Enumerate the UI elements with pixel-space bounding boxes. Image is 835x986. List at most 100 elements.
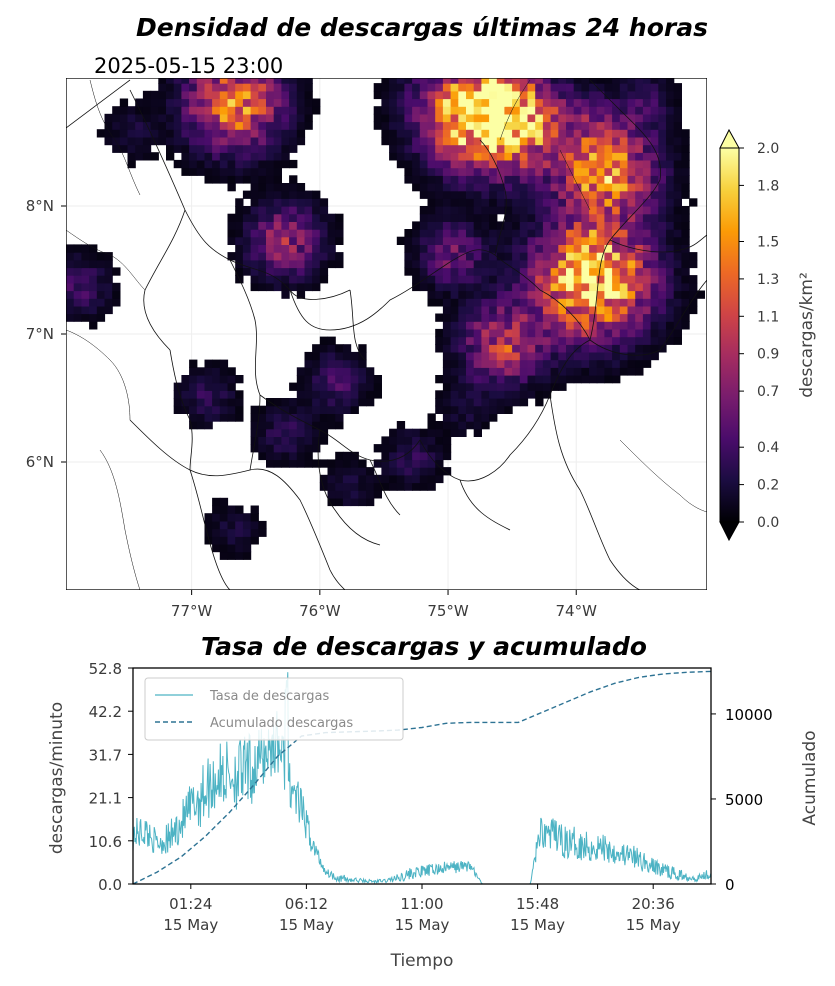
density-cell	[450, 275, 459, 284]
density-cell	[227, 520, 236, 530]
density-cell	[535, 159, 544, 169]
density-cell	[466, 236, 475, 245]
density-cell	[496, 98, 506, 107]
density-cell	[650, 336, 659, 345]
density-cell	[550, 375, 559, 384]
density-cell	[158, 121, 167, 130]
density-cell	[142, 144, 152, 153]
density-cell	[204, 159, 213, 169]
density-cell	[481, 398, 490, 407]
density-cell	[589, 298, 598, 307]
density-cell	[273, 428, 282, 437]
density-cell	[442, 405, 452, 414]
density-cell	[219, 536, 229, 545]
density-cell	[404, 113, 413, 123]
density-cell	[496, 336, 506, 345]
density-cell	[542, 267, 552, 276]
density-cell	[212, 113, 221, 123]
density-cell	[73, 259, 82, 269]
density-cell	[142, 90, 152, 100]
density-cell	[612, 129, 621, 138]
density-cell	[319, 244, 329, 253]
density-cell	[604, 175, 613, 184]
density-cell	[558, 367, 567, 376]
density-cell	[558, 83, 567, 92]
density-cell	[266, 90, 275, 100]
density-cell	[581, 190, 590, 199]
density-cell	[181, 90, 190, 100]
density-cell	[412, 159, 421, 169]
density-cell	[319, 459, 329, 468]
density-cell	[189, 90, 198, 100]
density-cell	[89, 298, 98, 307]
density-cell	[681, 259, 690, 269]
density-cell	[535, 267, 544, 276]
density-cell	[473, 359, 482, 368]
density-cell	[219, 98, 229, 107]
density-cell	[435, 459, 444, 468]
density-cell	[442, 313, 452, 322]
density-cell	[281, 229, 290, 238]
density-cell	[496, 321, 506, 330]
density-cell	[327, 497, 336, 507]
density-cell	[358, 390, 367, 399]
density-cell	[450, 98, 459, 107]
density-cell	[319, 221, 329, 230]
density-cell	[473, 336, 482, 345]
density-cell	[612, 267, 621, 276]
density-cell	[635, 98, 644, 107]
density-cell	[235, 252, 244, 261]
density-cell	[573, 275, 582, 284]
density-cell	[435, 206, 444, 215]
density-cell	[635, 198, 644, 207]
density-cell	[173, 136, 182, 146]
density-cell	[389, 136, 398, 146]
density-cell	[504, 328, 513, 338]
density-cell	[458, 213, 467, 222]
density-cell	[473, 113, 482, 123]
density-cell	[466, 282, 475, 292]
density-cell	[458, 290, 467, 299]
density-cell	[442, 175, 452, 184]
density-cell	[242, 152, 252, 161]
density-cell	[519, 136, 529, 146]
density-cell	[327, 213, 336, 222]
density-cell	[489, 267, 498, 276]
density-cell	[504, 144, 513, 153]
density-cell	[73, 244, 82, 253]
density-cell	[204, 129, 213, 138]
density-cell	[612, 198, 621, 207]
density-cell	[519, 152, 529, 161]
density-cell	[304, 267, 313, 276]
density-cell	[642, 252, 652, 261]
y-tick-label: 10.6	[89, 833, 122, 851]
density-cell	[396, 152, 406, 161]
density-cell	[304, 375, 313, 384]
density-cell	[635, 152, 644, 161]
density-cell	[642, 106, 652, 115]
density-cell	[219, 78, 229, 84]
density-cell	[235, 136, 244, 146]
density-cell	[189, 390, 198, 399]
density-cell	[489, 390, 498, 399]
density-cell	[450, 313, 459, 322]
density-cell	[566, 159, 575, 169]
density-cell	[673, 221, 682, 230]
density-cell	[119, 98, 129, 107]
density-cell	[489, 305, 498, 315]
density-cell	[604, 90, 613, 100]
density-cell	[327, 474, 336, 484]
density-cell	[304, 83, 313, 92]
density-cell	[319, 259, 329, 269]
density-cell	[635, 106, 644, 115]
density-cell	[312, 206, 321, 215]
density-cell	[404, 229, 413, 238]
density-cell	[558, 175, 567, 184]
density-cell	[442, 413, 452, 422]
density-cell	[435, 190, 444, 199]
density-cell	[104, 136, 113, 146]
density-cell	[296, 106, 306, 115]
density-cell	[442, 267, 452, 276]
density-cell	[96, 282, 106, 292]
density-cell	[335, 398, 344, 407]
